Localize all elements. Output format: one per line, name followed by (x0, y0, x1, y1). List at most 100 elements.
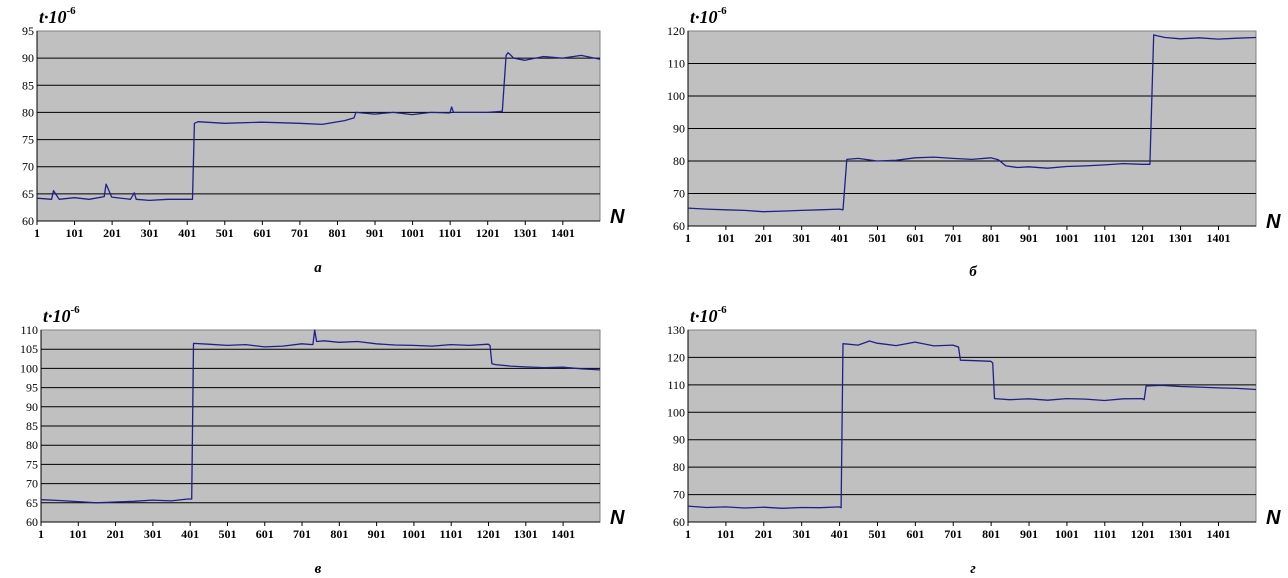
y-tick-label: 90 (673, 433, 685, 447)
y-tick-label: 120 (667, 350, 685, 364)
x-tick-label: 1001 (1055, 231, 1079, 245)
x-tick-label: 1201 (1131, 527, 1155, 541)
x-tick-label: 501 (218, 527, 236, 541)
y-tick-label: 95 (26, 381, 38, 395)
x-tick-label: 201 (755, 527, 773, 541)
y-tick-label: 65 (22, 187, 34, 201)
x-tick-label: 1401 (551, 527, 575, 541)
x-axis-label: N (610, 206, 625, 228)
series-line (687, 340, 1257, 509)
x-tick-label: 1001 (402, 527, 426, 541)
x-tick-label: 401 (831, 231, 849, 245)
x-tick-label: 1301 (513, 226, 537, 240)
y-tick-label: 85 (26, 419, 38, 433)
x-tick-label: 1 (38, 527, 44, 541)
y-tick-label: 130 (667, 323, 685, 337)
x-tick-label: 1301 (1169, 527, 1193, 541)
panel-caption: а (314, 260, 322, 276)
x-tick-label: 701 (291, 226, 309, 240)
y-tick-label: 70 (673, 187, 685, 201)
x-tick-label: 1101 (438, 226, 461, 240)
y-tick-label: 90 (22, 51, 34, 65)
panel-caption: в (315, 561, 322, 577)
x-axis-label: N (1266, 507, 1281, 529)
x-tick-label: 801 (982, 231, 1000, 245)
panel-caption: б (969, 264, 977, 280)
y-tick-label: 80 (673, 460, 685, 474)
x-tick-label: 101 (66, 226, 84, 240)
x-tick-label: 1101 (1093, 527, 1116, 541)
x-tick-label: 101 (717, 527, 735, 541)
x-tick-label: 601 (256, 527, 274, 541)
series-line (36, 52, 601, 202)
x-tick-label: 1301 (514, 527, 538, 541)
y-tick-label: 70 (22, 160, 34, 174)
panel-caption: г (970, 561, 976, 577)
y-tick-label: 110 (667, 378, 685, 392)
y-tick-label: 70 (673, 488, 685, 502)
x-tick-label: 301 (793, 527, 811, 541)
y-axis-label-base: t·10 (690, 7, 718, 27)
y-tick-label: 80 (22, 105, 34, 119)
y-tick-label: 90 (26, 400, 38, 414)
y-axis-label-base: t·10 (690, 306, 718, 326)
y-axis-label-base: t·10 (39, 7, 67, 27)
x-tick-label: 1 (685, 231, 691, 245)
x-tick-label: 801 (328, 226, 346, 240)
y-tick-label: 110 (20, 323, 38, 337)
y-tick-label: 65 (26, 496, 38, 510)
y-tick-label: 110 (667, 57, 685, 71)
y-tick-label: 100 (20, 361, 38, 375)
x-tick-label: 1201 (476, 527, 500, 541)
y-axis-label-exponent: -6 (718, 304, 728, 316)
plot-area (687, 329, 1257, 523)
y-tick-label: 60 (673, 219, 685, 233)
x-tick-label: 901 (366, 226, 384, 240)
x-tick-label: 701 (944, 527, 962, 541)
y-tick-label: 60 (673, 515, 685, 529)
x-tick-label: 1401 (1206, 231, 1230, 245)
x-tick-label: 701 (293, 527, 311, 541)
y-tick-label: 60 (22, 214, 34, 228)
y-tick-label: 75 (26, 457, 38, 471)
x-tick-label: 1401 (1206, 527, 1230, 541)
x-tick-label: 501 (868, 231, 886, 245)
y-tick-label: 100 (667, 89, 685, 103)
x-axis-label: N (1266, 211, 1281, 233)
x-tick-label: 1201 (1131, 231, 1155, 245)
x-tick-label: 801 (982, 527, 1000, 541)
y-axis-label: t·10-6 (690, 5, 727, 27)
x-tick-label: 401 (181, 527, 199, 541)
y-axis-label: t·10-6 (39, 5, 76, 27)
x-tick-label: 101 (717, 231, 735, 245)
x-tick-label: 201 (107, 527, 125, 541)
x-tick-label: 301 (141, 226, 159, 240)
y-tick-label: 80 (673, 154, 685, 168)
x-tick-label: 1101 (1093, 231, 1116, 245)
x-tick-label: 101 (69, 527, 87, 541)
x-tick-label: 401 (831, 527, 849, 541)
x-tick-label: 1201 (476, 226, 500, 240)
x-tick-label: 1 (34, 226, 40, 240)
x-tick-label: 1001 (1055, 527, 1079, 541)
y-tick-label: 60 (26, 515, 38, 529)
y-axis-label-exponent: -6 (71, 304, 81, 316)
y-tick-label: 95 (22, 24, 34, 38)
y-tick-label: 80 (26, 438, 38, 452)
x-tick-label: 901 (1020, 231, 1038, 245)
x-tick-label: 301 (144, 527, 162, 541)
x-tick-label: 701 (944, 231, 962, 245)
y-tick-label: 75 (22, 133, 34, 147)
x-tick-label: 401 (178, 226, 196, 240)
x-axis-label: N (610, 507, 625, 529)
y-tick-label: 120 (667, 24, 685, 38)
x-tick-label: 1301 (1169, 231, 1193, 245)
x-tick-label: 601 (253, 226, 271, 240)
y-tick-label: 100 (667, 405, 685, 419)
y-axis-label: t·10-6 (690, 304, 727, 326)
y-axis-label-exponent: -6 (67, 5, 77, 17)
